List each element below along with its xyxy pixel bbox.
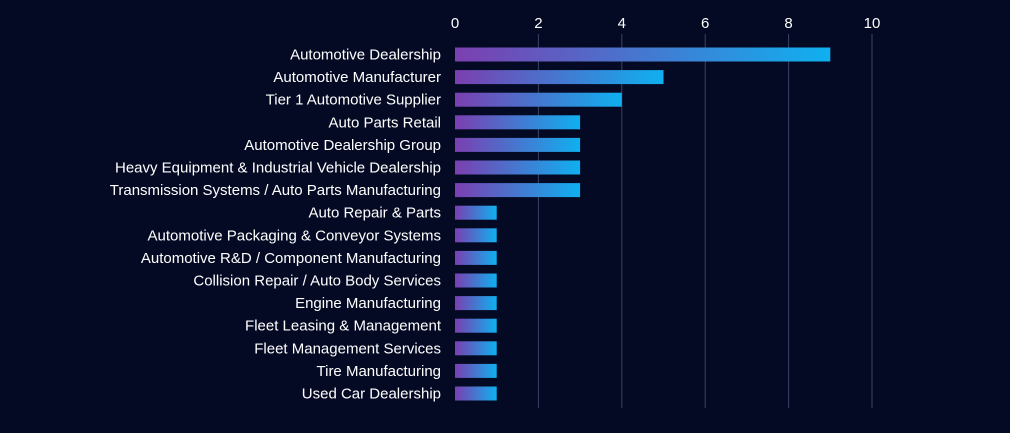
x-tick-label: 8 [784,15,792,32]
category-label: Automotive Dealership Group [244,137,441,154]
category-label: Automotive Packaging & Conveyor Systems [148,227,441,244]
category-label: Automotive Dealership [290,47,441,64]
bar [455,363,497,378]
x-tick-label: 10 [864,15,881,32]
bar [455,205,497,220]
category-label: Used Car Dealership [302,386,441,403]
category-label: Transmission Systems / Auto Parts Manufa… [110,182,441,199]
category-label: Tier 1 Automotive Supplier [266,92,441,109]
category-label: Auto Repair & Parts [308,205,441,222]
x-tick-label: 4 [618,15,626,32]
bar [455,70,664,85]
bar [455,160,581,175]
bar [455,386,497,401]
category-label: Fleet Management Services [254,340,441,357]
bar [455,183,581,198]
category-labels: Automotive Dealership Automotive Manufact… [110,47,442,403]
bar [455,92,622,107]
category-label: Fleet Leasing & Management [245,318,442,335]
category-label: Auto Parts Retail [328,114,441,131]
grid-layer [537,34,873,408]
x-tick-label: 2 [534,15,542,32]
bar [455,47,831,62]
x-tick-label: 6 [701,15,709,32]
category-label: Heavy Equipment & Industrial Vehicle Dea… [115,160,441,177]
bar [455,296,497,311]
category-label: Automotive R&D / Component Manufacturing [141,250,441,267]
bar [455,228,497,243]
bar [455,341,497,356]
category-label: Engine Manufacturing [295,295,441,312]
bars [455,47,831,401]
bar [455,115,581,130]
category-label: Tire Manufacturing [317,363,442,380]
bar [455,250,497,265]
category-label: Automotive Manufacturer [273,69,441,86]
bar [455,273,497,288]
bar [455,137,581,152]
bar [455,318,497,333]
category-label: Collision Repair / Auto Body Services [193,273,441,290]
x-tick-label: 0 [451,15,459,32]
x-axis-ticks: 0 2 4 6 8 10 [451,15,881,32]
